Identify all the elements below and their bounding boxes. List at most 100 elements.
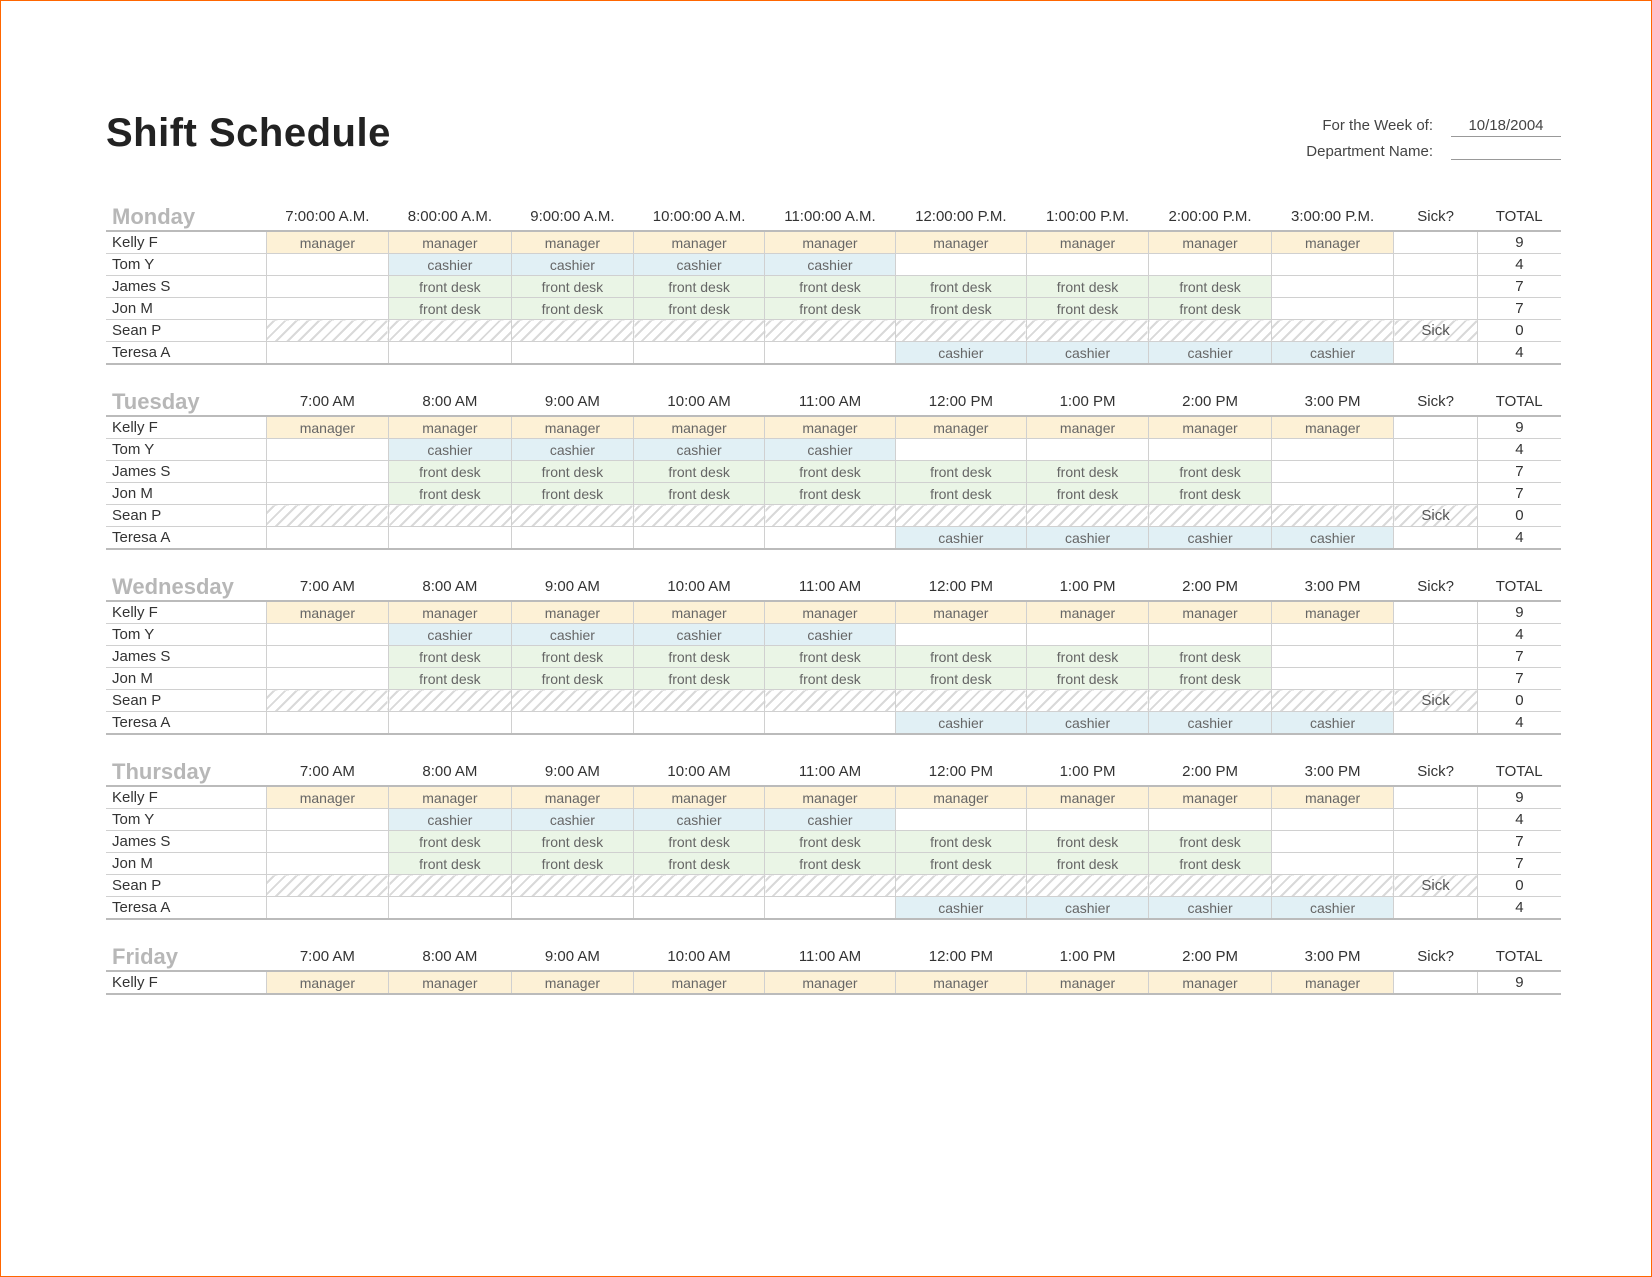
shift-cell[interactable]: [765, 897, 896, 920]
shift-cell[interactable]: cashier: [1271, 712, 1394, 735]
shift-cell[interactable]: [266, 897, 389, 920]
shift-cell[interactable]: front desk: [1149, 276, 1272, 298]
shift-cell[interactable]: cashier: [1149, 712, 1272, 735]
shift-cell[interactable]: front desk: [389, 276, 512, 298]
shift-cell[interactable]: cashier: [389, 809, 512, 831]
shift-cell[interactable]: manager: [1271, 416, 1394, 439]
shift-cell[interactable]: [1271, 831, 1394, 853]
shift-cell[interactable]: manager: [389, 231, 512, 254]
shift-cell[interactable]: front desk: [765, 831, 896, 853]
shift-cell[interactable]: [1271, 461, 1394, 483]
shift-cell[interactable]: manager: [634, 786, 765, 809]
shift-cell[interactable]: cashier: [765, 254, 896, 276]
sick-cell[interactable]: [1394, 712, 1478, 735]
shift-cell[interactable]: front desk: [1149, 831, 1272, 853]
shift-cell[interactable]: front desk: [895, 298, 1026, 320]
sick-cell[interactable]: [1394, 897, 1478, 920]
shift-cell[interactable]: manager: [1149, 971, 1272, 994]
sick-cell[interactable]: [1394, 786, 1478, 809]
shift-cell[interactable]: front desk: [895, 461, 1026, 483]
shift-cell[interactable]: cashier: [765, 809, 896, 831]
shift-cell[interactable]: [895, 809, 1026, 831]
shift-cell[interactable]: [765, 875, 896, 897]
shift-cell[interactable]: manager: [765, 786, 896, 809]
shift-cell[interactable]: [1026, 690, 1149, 712]
shift-cell[interactable]: [1026, 875, 1149, 897]
shift-cell[interactable]: front desk: [511, 276, 634, 298]
shift-cell[interactable]: [1149, 439, 1272, 461]
shift-cell[interactable]: [1149, 624, 1272, 646]
shift-cell[interactable]: manager: [634, 601, 765, 624]
shift-cell[interactable]: manager: [389, 601, 512, 624]
shift-cell[interactable]: [1271, 853, 1394, 875]
week-of-value[interactable]: 10/18/2004: [1451, 117, 1561, 137]
shift-cell[interactable]: [389, 897, 512, 920]
shift-cell[interactable]: manager: [511, 786, 634, 809]
shift-cell[interactable]: front desk: [765, 853, 896, 875]
shift-cell[interactable]: manager: [1026, 601, 1149, 624]
shift-cell[interactable]: [765, 505, 896, 527]
shift-cell[interactable]: cashier: [389, 439, 512, 461]
shift-cell[interactable]: manager: [895, 971, 1026, 994]
shift-cell[interactable]: cashier: [389, 624, 512, 646]
shift-cell[interactable]: cashier: [765, 439, 896, 461]
shift-cell[interactable]: cashier: [634, 809, 765, 831]
shift-cell[interactable]: front desk: [634, 668, 765, 690]
shift-cell[interactable]: manager: [1026, 786, 1149, 809]
shift-cell[interactable]: manager: [634, 416, 765, 439]
shift-cell[interactable]: manager: [389, 786, 512, 809]
shift-cell[interactable]: front desk: [511, 853, 634, 875]
shift-cell[interactable]: manager: [765, 416, 896, 439]
shift-cell[interactable]: manager: [511, 601, 634, 624]
sick-cell[interactable]: Sick: [1394, 505, 1478, 527]
shift-cell[interactable]: manager: [389, 416, 512, 439]
sick-cell[interactable]: [1394, 461, 1478, 483]
shift-cell[interactable]: front desk: [1026, 483, 1149, 505]
sick-cell[interactable]: [1394, 668, 1478, 690]
shift-cell[interactable]: [266, 853, 389, 875]
shift-cell[interactable]: [266, 712, 389, 735]
shift-cell[interactable]: [1271, 505, 1394, 527]
shift-cell[interactable]: manager: [1026, 971, 1149, 994]
shift-cell[interactable]: front desk: [895, 276, 1026, 298]
sick-cell[interactable]: [1394, 527, 1478, 550]
shift-cell[interactable]: front desk: [1149, 668, 1272, 690]
shift-cell[interactable]: front desk: [765, 461, 896, 483]
shift-cell[interactable]: front desk: [511, 831, 634, 853]
shift-cell[interactable]: [1271, 690, 1394, 712]
shift-cell[interactable]: cashier: [1271, 342, 1394, 365]
shift-cell[interactable]: [266, 690, 389, 712]
shift-cell[interactable]: front desk: [389, 668, 512, 690]
shift-cell[interactable]: manager: [266, 231, 389, 254]
sick-cell[interactable]: [1394, 809, 1478, 831]
sick-cell[interactable]: [1394, 298, 1478, 320]
shift-cell[interactable]: manager: [895, 416, 1026, 439]
shift-cell[interactable]: [1271, 809, 1394, 831]
shift-cell[interactable]: [511, 527, 634, 550]
shift-cell[interactable]: [389, 875, 512, 897]
shift-cell[interactable]: cashier: [1026, 897, 1149, 920]
shift-cell[interactable]: front desk: [895, 646, 1026, 668]
sick-cell[interactable]: [1394, 416, 1478, 439]
shift-cell[interactable]: manager: [266, 601, 389, 624]
shift-cell[interactable]: [389, 690, 512, 712]
shift-cell[interactable]: [765, 690, 896, 712]
shift-cell[interactable]: manager: [1271, 231, 1394, 254]
sick-cell[interactable]: [1394, 231, 1478, 254]
sick-cell[interactable]: [1394, 646, 1478, 668]
shift-cell[interactable]: [895, 254, 1026, 276]
shift-cell[interactable]: front desk: [389, 646, 512, 668]
shift-cell[interactable]: cashier: [895, 897, 1026, 920]
shift-cell[interactable]: front desk: [1026, 853, 1149, 875]
shift-cell[interactable]: front desk: [1149, 483, 1272, 505]
shift-cell[interactable]: cashier: [1149, 527, 1272, 550]
shift-cell[interactable]: manager: [266, 786, 389, 809]
shift-cell[interactable]: front desk: [1026, 298, 1149, 320]
shift-cell[interactable]: [1149, 690, 1272, 712]
shift-cell[interactable]: cashier: [634, 254, 765, 276]
shift-cell[interactable]: cashier: [1026, 342, 1149, 365]
shift-cell[interactable]: [1271, 254, 1394, 276]
shift-cell[interactable]: [389, 712, 512, 735]
shift-cell[interactable]: front desk: [765, 276, 896, 298]
shift-cell[interactable]: [389, 527, 512, 550]
